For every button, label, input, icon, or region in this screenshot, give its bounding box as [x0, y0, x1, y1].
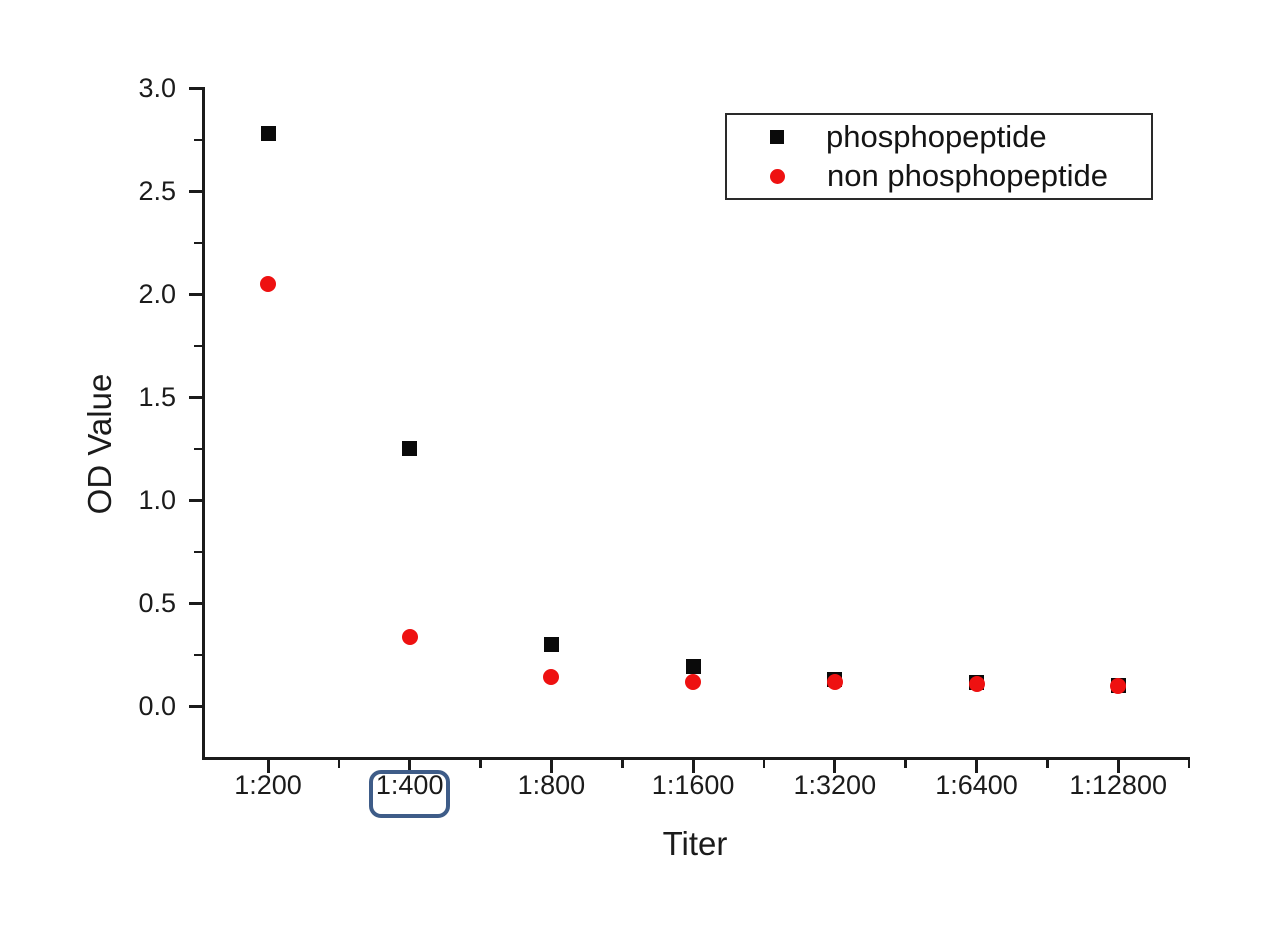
- y-tick-label: 1.0: [138, 485, 176, 516]
- x-minor-tick: [621, 759, 624, 768]
- legend-label: phosphopeptide: [826, 119, 1047, 154]
- y-minor-tick: [193, 241, 202, 245]
- x-minor-tick: [762, 759, 766, 768]
- x-axis-title: Titer: [662, 825, 728, 862]
- data-point-phosphopeptide-1:1600: [685, 659, 701, 675]
- x-tick-label-1:3200: 1:3200: [793, 770, 877, 800]
- x-minor-tick: [904, 759, 907, 768]
- highlighted-tick-annotation[interactable]: [369, 770, 451, 818]
- x-major-tick: [833, 759, 837, 773]
- y-major-tick: [188, 498, 202, 502]
- y-minor-tick: [193, 550, 202, 554]
- y-minor-tick: [193, 653, 202, 657]
- data-point-non-phosphopeptide-1:3200: [826, 674, 843, 691]
- x-minor-tick: [479, 759, 482, 768]
- legend-item-phosphopeptide: phosphopeptide: [727, 118, 1151, 157]
- data-point-non-phosphopeptide-1:400: [401, 629, 418, 646]
- data-point-non-phosphopeptide-1:1600: [685, 674, 702, 691]
- y-axis-line: [201, 87, 205, 760]
- y-tick-label: 2.5: [138, 176, 176, 207]
- square-marker-icon: [770, 130, 784, 144]
- x-tick-label-1:200: 1:200: [234, 770, 302, 800]
- y-tick-label: 0.5: [138, 588, 176, 619]
- data-point-phosphopeptide-1:800: [543, 636, 559, 652]
- legend: phosphopeptide non phosphopeptide: [725, 113, 1153, 200]
- y-tick-label: 0.0: [138, 691, 176, 721]
- data-point-phosphopeptide-1:400: [402, 441, 418, 457]
- legend-label: non phosphopeptide: [827, 158, 1108, 193]
- x-major-tick: [266, 759, 270, 773]
- data-point-non-phosphopeptide-1:6400: [968, 676, 985, 693]
- x-major-tick: [1116, 759, 1120, 773]
- y-major-tick: [188, 601, 202, 605]
- x-minor-tick: [1187, 759, 1190, 768]
- x-major-tick: [549, 759, 553, 773]
- x-tick-label-1:6400: 1:6400: [935, 770, 1018, 800]
- y-tick-label: 3.0: [138, 73, 176, 104]
- x-tick-label-1:400: 1:400: [375, 770, 444, 800]
- x-tick-label-1:12800: 1:12800: [1069, 770, 1167, 800]
- y-major-tick: [188, 86, 202, 90]
- x-major-tick: [975, 759, 978, 773]
- x-minor-tick: [337, 759, 341, 768]
- x-tick-label-1:1600: 1:1600: [651, 770, 735, 800]
- y-axis-title: OD Value: [81, 373, 118, 515]
- y-tick-label: 1.5: [138, 382, 176, 413]
- y-major-tick: [188, 292, 202, 296]
- y-major-tick: [188, 704, 202, 708]
- y-major-tick: [188, 395, 202, 399]
- y-minor-tick: [193, 138, 202, 142]
- y-minor-tick: [193, 447, 202, 451]
- x-major-tick: [408, 759, 412, 773]
- x-tick-label-1:800: 1:800: [517, 770, 586, 800]
- legend-item-non-phosphopeptide: non phosphopeptide: [727, 157, 1151, 196]
- x-major-tick: [691, 759, 695, 773]
- y-minor-tick: [193, 344, 202, 348]
- y-major-tick: [188, 189, 202, 193]
- circle-marker-icon: [770, 168, 785, 184]
- x-axis-line: [201, 756, 1190, 760]
- data-point-phosphopeptide-1:200: [260, 126, 276, 142]
- y-tick-label: 2.0: [138, 279, 176, 310]
- x-minor-tick: [1046, 759, 1049, 768]
- data-point-non-phosphopeptide-1:12800: [1110, 678, 1127, 695]
- data-point-non-phosphopeptide-1:800: [543, 669, 560, 686]
- data-point-non-phosphopeptide-1:200: [260, 275, 276, 292]
